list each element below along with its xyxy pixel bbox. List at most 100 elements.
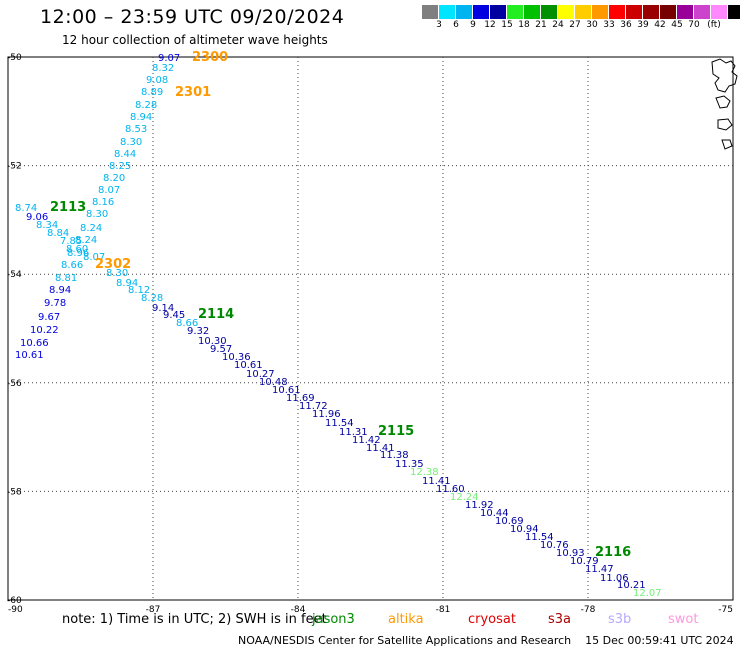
scale-label: 27 xyxy=(569,20,581,30)
wave-height-label: 10.61 xyxy=(15,350,44,361)
wave-height-label: 10.21 xyxy=(617,580,646,591)
lat-tick-label: -54 xyxy=(7,270,22,280)
wave-height-label: 9.06 xyxy=(26,212,48,223)
scale-label: 24 xyxy=(552,20,564,30)
coastline xyxy=(715,95,731,109)
lat-tick-label: -58 xyxy=(7,487,22,497)
wave-height-label: 10.30 xyxy=(198,336,227,347)
wave-height-label: 9.67 xyxy=(38,312,60,323)
wave-height-label: 11.31 xyxy=(339,427,368,438)
lat-tick-label: -60 xyxy=(7,596,22,606)
scale-swatch xyxy=(422,5,438,19)
page-subtitle: 12 hour collection of altimeter wave hei… xyxy=(62,33,328,47)
time-label: 2301 xyxy=(175,85,211,100)
wave-height-label: 10.61 xyxy=(234,360,263,371)
wave-height-label: 10.48 xyxy=(259,377,288,388)
scale-swatch xyxy=(728,5,740,19)
wave-height-label: 11.72 xyxy=(299,401,328,412)
scale-swatch xyxy=(575,5,591,19)
scale-swatch xyxy=(490,5,506,19)
wave-height-label: 10.79 xyxy=(570,556,599,567)
scale-label: 15 xyxy=(501,20,513,30)
wave-height-label: 11.47 xyxy=(585,564,614,575)
wave-height-label: 8.07 xyxy=(83,252,105,263)
lon-tick-label: -81 xyxy=(436,605,451,615)
wave-height-label: 8.30 xyxy=(86,209,108,220)
lat-tick-label: -52 xyxy=(7,162,22,172)
wave-height-label: 8.28 xyxy=(141,293,163,304)
scale-label: 33 xyxy=(603,20,615,30)
coastline xyxy=(711,58,738,93)
wave-height-label: 11.54 xyxy=(525,532,554,543)
time-label: 2113 xyxy=(50,200,86,215)
wave-height-label: 10.36 xyxy=(222,352,251,363)
coastline xyxy=(717,118,733,131)
wave-height-label: 8.30 xyxy=(106,268,128,279)
map-frame xyxy=(7,56,734,601)
footer-note: note: 1) Time is in UTC; 2) SWH is in fe… xyxy=(62,612,327,627)
wave-height-label: 8.81 xyxy=(55,273,77,284)
scale-label: 21 xyxy=(535,20,547,30)
satellite-legend-item: s3b xyxy=(608,612,632,627)
scale-swatch xyxy=(711,5,727,19)
wave-height-label: 8.94 xyxy=(130,112,152,123)
scale-swatch xyxy=(677,5,693,19)
scale-label: 9 xyxy=(470,20,476,30)
scale-swatch xyxy=(439,5,455,19)
wave-height-label: 12.07 xyxy=(633,588,662,599)
lon-tick-label: -90 xyxy=(8,605,23,615)
lat-tick-label: -50 xyxy=(7,53,22,63)
wave-height-label: 7.85 xyxy=(60,236,82,247)
wave-height-label: 9.45 xyxy=(163,310,185,321)
lon-tick-label: -84 xyxy=(291,605,306,615)
wave-height-label: 8.16 xyxy=(92,197,114,208)
scale-swatch xyxy=(592,5,608,19)
wave-height-label: 10.61 xyxy=(272,385,301,396)
scale-label: (ft) xyxy=(707,20,721,30)
satellite-legend-item: altika xyxy=(388,612,424,627)
wave-height-label: 8.28 xyxy=(135,100,157,111)
wave-height-label: 10.76 xyxy=(540,540,569,551)
wave-height-label: 8.34 xyxy=(36,220,58,231)
satellite-legend-item: cryosat xyxy=(468,612,516,627)
scale-swatch xyxy=(643,5,659,19)
wave-height-label: 8.12 xyxy=(128,285,150,296)
wave-height-label: 11.06 xyxy=(600,573,629,584)
wave-height-label: 11.92 xyxy=(465,500,494,511)
wave-height-label: 8.89 xyxy=(141,87,163,98)
wave-height-label: 10.94 xyxy=(510,524,539,535)
scale-swatch xyxy=(694,5,710,19)
scale-label: 18 xyxy=(518,20,530,30)
wave-height-label: 8.24 xyxy=(75,235,97,246)
wave-height-label: 11.60 xyxy=(436,484,465,495)
scale-label: 42 xyxy=(654,20,666,30)
wave-height-label: 11.35 xyxy=(395,459,424,470)
wave-height-label: 8.96 xyxy=(67,248,89,259)
wave-height-label: 8.84 xyxy=(47,228,69,239)
wave-height-label: 11.38 xyxy=(380,450,409,461)
scale-swatch xyxy=(626,5,642,19)
satellite-legend-item: swot xyxy=(668,612,699,627)
time-label: 2114 xyxy=(198,307,234,322)
wave-height-label: 8.74 xyxy=(15,203,37,214)
wave-height-label: 8.07 xyxy=(98,185,120,196)
wave-height-label: 8.30 xyxy=(120,137,142,148)
wave-height-label: 8.66 xyxy=(176,318,198,329)
wave-height-label: 11.54 xyxy=(325,418,354,429)
scale-label: 36 xyxy=(620,20,632,30)
wave-height-label: 10.69 xyxy=(495,516,524,527)
wave-height-label: 10.93 xyxy=(556,548,585,559)
lon-tick-label: -87 xyxy=(146,605,161,615)
wave-height-label: 9.78 xyxy=(44,298,66,309)
wave-height-label: 12.38 xyxy=(410,467,439,478)
lon-tick-label: -75 xyxy=(718,605,733,615)
wave-height-label: 8.32 xyxy=(152,63,174,74)
scale-label: 12 xyxy=(484,20,496,30)
scale-swatch xyxy=(541,5,557,19)
credit-line: NOAA/NESDIS Center for Satellite Applica… xyxy=(238,634,734,647)
wave-height-label: 9.57 xyxy=(210,344,232,355)
wave-height-label: 10.66 xyxy=(20,338,49,349)
scale-label: 39 xyxy=(637,20,649,30)
time-label: 2302 xyxy=(95,257,131,272)
